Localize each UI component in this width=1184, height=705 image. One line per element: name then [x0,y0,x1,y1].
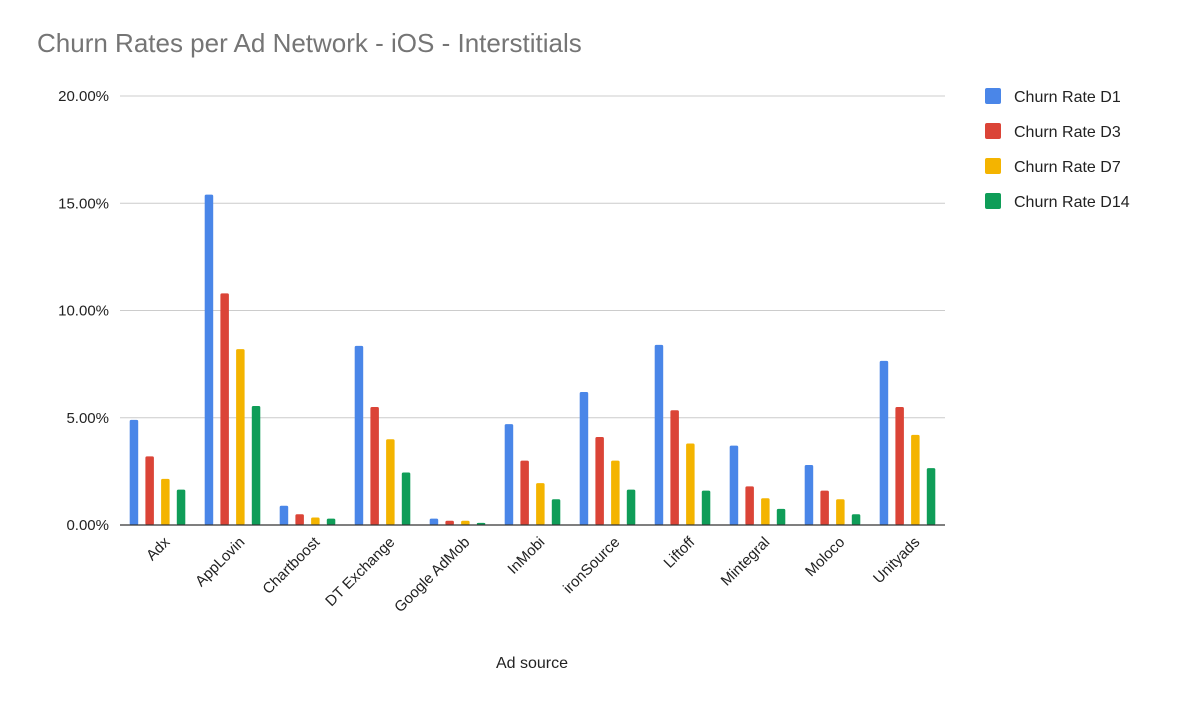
legend-swatch [985,88,1001,104]
legend-label: Churn Rate D7 [1014,159,1121,176]
legend-label: Churn Rate D1 [1014,89,1121,106]
bar [820,490,829,525]
bar [701,490,711,525]
bar [611,460,620,525]
bar [579,392,589,525]
bar [354,345,364,525]
y-tick-label: 15.00% [58,195,109,212]
bar [879,360,889,525]
bar [386,439,395,525]
bar [686,443,695,525]
legend-swatch [985,193,1001,209]
bar [761,498,770,525]
bar [895,407,904,525]
bar [654,344,664,525]
axes: 0.00% 5.00% 10.00% 15.00% 20.00% Adx AppLovin C… [58,88,945,616]
bar [401,472,411,525]
bar [326,518,336,525]
x-tick-label: DT Exchange [322,534,398,610]
x-tick-label: Adx [143,533,174,564]
chart-title: Churn Rates per Ad Network - iOS - Inter… [37,28,582,58]
bar [520,460,529,525]
bar [551,499,561,525]
bar [911,434,920,525]
x-tick-label: Unityads [870,534,923,587]
legend-label: Churn Rate D3 [1014,124,1121,141]
x-tick-label: Chartboost [259,533,323,597]
x-tick-label: Liftoff [661,533,699,571]
y-tick-label: 5.00% [66,410,109,427]
bar [504,424,514,525]
bar [595,437,604,525]
bar [729,445,739,525]
bar [626,489,636,525]
bar [311,517,320,525]
bar [220,293,229,525]
bar [204,194,214,526]
bar [145,456,154,525]
x-tick-label: Google AdMob [391,534,473,616]
x-tick-label: Moloco [802,534,848,580]
legend-swatch [985,158,1001,174]
bar [370,407,379,525]
bar [161,478,170,525]
bar [251,405,261,525]
bar [670,410,679,525]
gridlines [120,95,945,419]
bar [461,520,470,525]
bar [445,520,454,525]
bar [745,486,754,525]
bar [429,518,439,525]
y-tick-label: 0.00% [66,517,109,534]
bar [279,505,289,525]
x-axis-title: Ad source [496,655,568,672]
bar [926,468,936,525]
x-tick-label: InMobi [504,534,548,578]
y-tick-label: 10.00% [58,303,109,320]
legend-label: Churn Rate D14 [1014,194,1130,211]
x-tick-label: AppLovin [192,534,248,590]
bar [129,419,139,525]
y-tick-label: 20.00% [58,88,109,105]
bar [804,464,814,525]
legend-swatch [985,123,1001,139]
bar [536,483,545,525]
x-tick-label: ironSource [560,534,623,597]
bar [176,489,186,525]
bars [129,194,936,526]
bar [295,514,304,525]
bar [836,499,845,525]
x-tick-label: Mintegral [718,534,774,590]
legend: Churn Rate D1 Churn Rate D3 Churn Rate D7 C… [985,88,1130,211]
bar [236,349,245,525]
bar [776,508,786,525]
bar [851,514,861,525]
